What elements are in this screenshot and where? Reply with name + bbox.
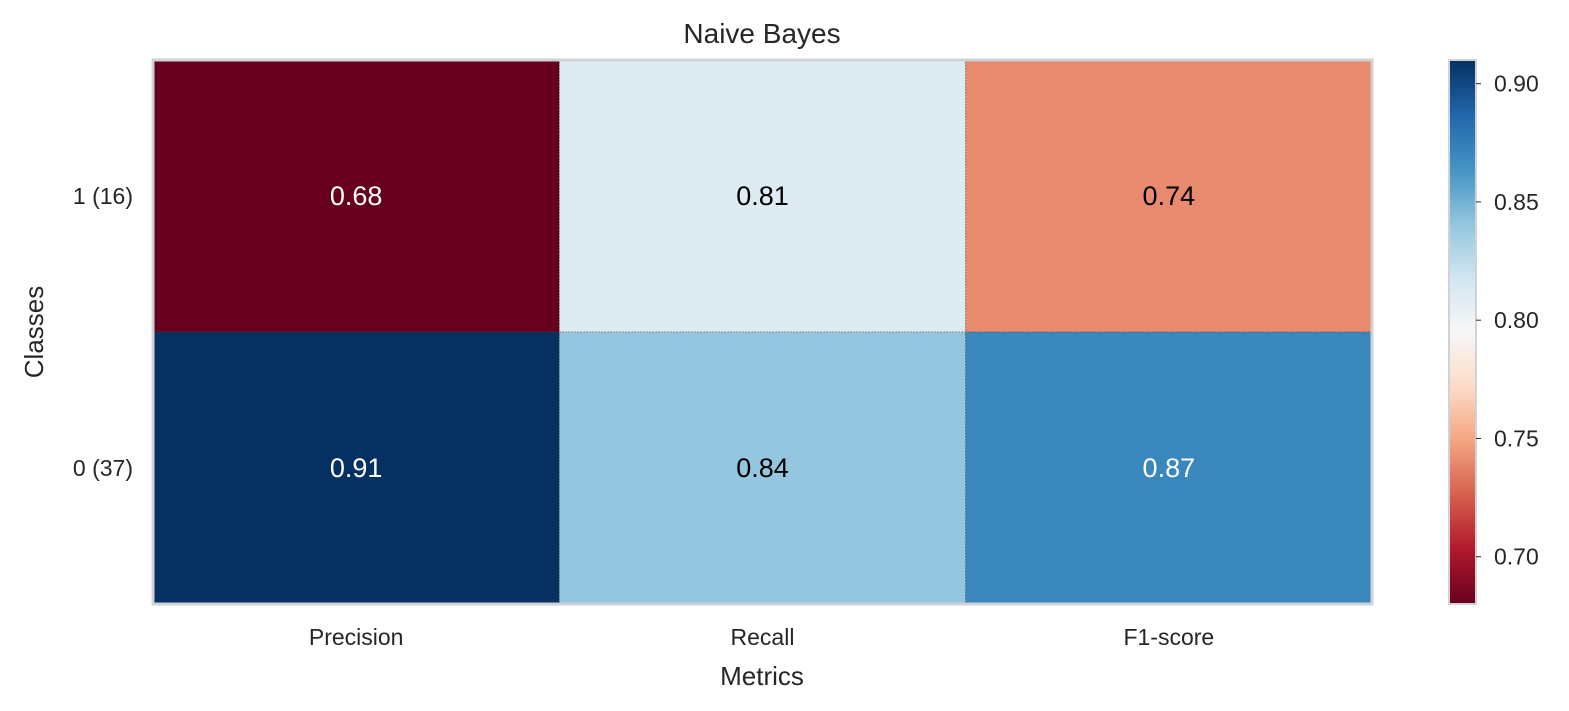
y-axis-label: Classes	[19, 286, 49, 378]
heatmap-cell-labels: 0.68 0.81 0.74 0.91 0.84 0.87	[330, 181, 1195, 483]
plot-frame	[151, 58, 1374, 606]
cell-value-label: 0.68	[330, 181, 383, 211]
x-tick-labels: Precision Recall F1-score	[309, 624, 1214, 650]
heatmap-cell	[965, 59, 1373, 333]
x-tick-label: Recall	[731, 624, 795, 650]
heatmap-cell	[965, 331, 1373, 605]
colorbar-tick-label: 0.90	[1494, 71, 1539, 97]
heatmap-cell	[559, 59, 966, 333]
heatmap-cell	[559, 331, 966, 605]
heatmap-cell	[152, 331, 560, 605]
cell-value-label: 0.74	[1143, 181, 1196, 211]
y-tick-label: 0 (37)	[73, 455, 133, 481]
colorbar-tick-label: 0.75	[1494, 425, 1539, 451]
chart-title: Naive Bayes	[683, 18, 840, 49]
colorbar-tick-label: 0.70	[1494, 544, 1539, 570]
colorbar-tick-label: 0.85	[1494, 189, 1539, 215]
colorbar-tick-label: 0.80	[1494, 307, 1539, 333]
y-tick-labels: 1 (16) 0 (37)	[73, 183, 133, 481]
y-tick-label: 1 (16)	[73, 183, 133, 209]
cell-value-label: 0.87	[1143, 453, 1196, 483]
x-tick-label: F1-score	[1123, 624, 1214, 650]
cell-value-label: 0.91	[330, 453, 383, 483]
heatmap-cells	[152, 59, 1373, 605]
cell-value-label: 0.81	[736, 181, 789, 211]
colorbar	[1448, 59, 1477, 605]
cell-value-label: 0.84	[736, 453, 789, 483]
x-tick-label: Precision	[309, 624, 404, 650]
heatmap-cell	[152, 59, 560, 333]
x-axis-label: Metrics	[720, 661, 804, 691]
colorbar-tick-labels: 0.70 0.75 0.80 0.85 0.90	[1476, 71, 1539, 570]
